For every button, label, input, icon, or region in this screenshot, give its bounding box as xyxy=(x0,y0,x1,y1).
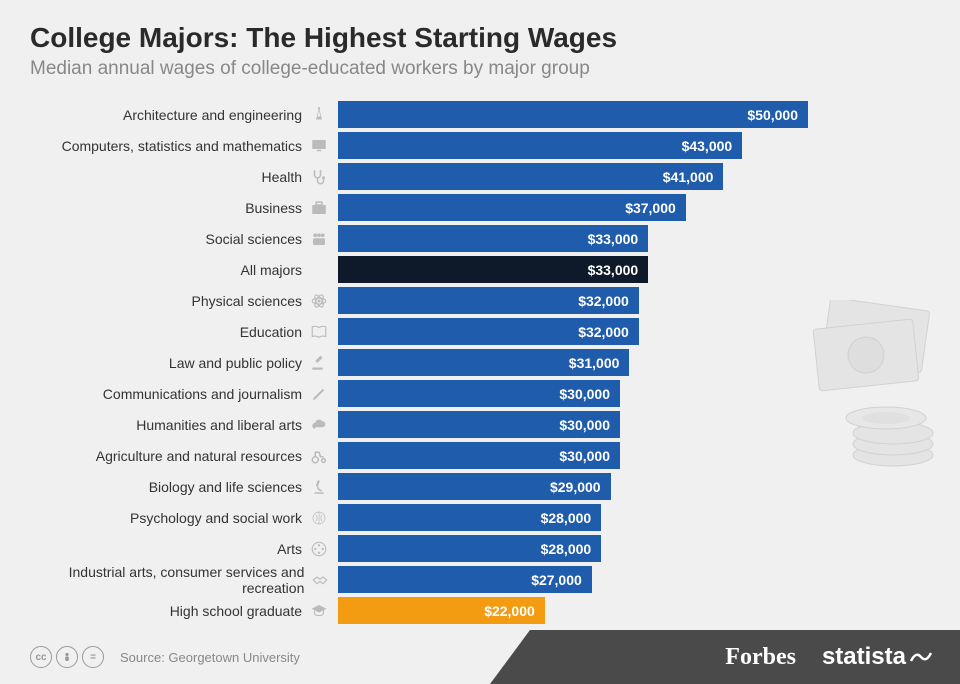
major-label: All majors xyxy=(241,262,302,278)
chart-row: Health $41,000 xyxy=(30,162,930,191)
monitor-icon xyxy=(306,133,332,159)
major-label: Architecture and engineering xyxy=(123,107,302,123)
bar: $50,000 xyxy=(338,101,808,128)
footer: cc = Source: Georgetown University Forbe… xyxy=(0,626,960,684)
cc-license-icons: cc = xyxy=(30,646,104,668)
bar-value: $30,000 xyxy=(559,417,610,433)
major-label: Communications and journalism xyxy=(103,386,302,402)
cloud-icon xyxy=(306,412,332,438)
major-label: Industrial arts, consumer services and r… xyxy=(30,564,304,596)
bar-value: $29,000 xyxy=(550,479,601,495)
bar-value: $28,000 xyxy=(541,541,592,557)
people-icon xyxy=(306,226,332,252)
major-label: Humanities and liberal arts xyxy=(136,417,302,433)
major-label: Agriculture and natural resources xyxy=(96,448,302,464)
statista-logo: statista xyxy=(822,643,932,671)
bar-value: $27,000 xyxy=(531,572,582,588)
brain-icon xyxy=(306,505,332,531)
chart-row: Physical sciences $32,000 xyxy=(30,286,930,315)
major-label: Computers, statistics and mathematics xyxy=(62,138,302,154)
cc-nd-icon: = xyxy=(82,646,104,668)
cc-icon: cc xyxy=(30,646,52,668)
palette-icon xyxy=(306,536,332,562)
chart-row: Business $37,000 xyxy=(30,193,930,222)
handshake-icon xyxy=(308,567,332,593)
forbes-logo: Forbes xyxy=(725,644,796,671)
major-label: Social sciences xyxy=(206,231,303,247)
bar: $22,000 xyxy=(338,597,545,624)
bar-value: $32,000 xyxy=(578,324,629,340)
chart-title: College Majors: The Highest Starting Wag… xyxy=(30,22,930,54)
blank-icon xyxy=(306,257,332,283)
bar-value: $28,000 xyxy=(541,510,592,526)
bar-value: $30,000 xyxy=(559,448,610,464)
bar: $43,000 xyxy=(338,132,742,159)
bar: $41,000 xyxy=(338,163,723,190)
money-decoration-icon xyxy=(798,300,948,475)
major-label: Education xyxy=(240,324,302,340)
major-label: Arts xyxy=(277,541,302,557)
source-label: Source: Georgetown University xyxy=(120,650,300,665)
chart-row: High school graduate $22,000 xyxy=(30,596,930,625)
bar: $27,000 xyxy=(338,566,592,593)
major-label: High school graduate xyxy=(170,603,302,619)
bar-value: $32,000 xyxy=(578,293,629,309)
chart-row: Education $32,000 xyxy=(30,317,930,346)
microscope-icon xyxy=(306,474,332,500)
bar: $32,000 xyxy=(338,287,639,314)
major-label: Physical sciences xyxy=(192,293,303,309)
bar: $30,000 xyxy=(338,380,620,407)
bar: $29,000 xyxy=(338,473,611,500)
footer-brands: Forbes statista xyxy=(530,630,960,684)
bar-value: $33,000 xyxy=(588,231,639,247)
compass-icon xyxy=(306,102,332,128)
bar-value: $50,000 xyxy=(747,107,798,123)
chart-row: Industrial arts, consumer services and r… xyxy=(30,565,930,594)
chart-row: Biology and life sciences $29,000 xyxy=(30,472,930,501)
briefcase-icon xyxy=(306,195,332,221)
major-label: Law and public policy xyxy=(169,355,302,371)
bar-value: $43,000 xyxy=(682,138,733,154)
bar-value: $22,000 xyxy=(484,603,535,619)
bar: $30,000 xyxy=(338,411,620,438)
tractor-icon xyxy=(306,443,332,469)
chart-row: All majors $33,000 xyxy=(30,255,930,284)
bar: $30,000 xyxy=(338,442,620,469)
bar-value: $31,000 xyxy=(569,355,620,371)
bar-value: $41,000 xyxy=(663,169,714,185)
chart-row: Communications and journalism $30,000 xyxy=(30,379,930,408)
bar: $28,000 xyxy=(338,535,601,562)
chart-row: Computers, statistics and mathematics $43… xyxy=(30,131,930,160)
bar: $33,000 xyxy=(338,225,648,252)
stethoscope-icon xyxy=(306,164,332,190)
chart-subtitle: Median annual wages of college-educated … xyxy=(30,58,930,80)
atom-icon xyxy=(306,288,332,314)
bar: $32,000 xyxy=(338,318,639,345)
major-label: Business xyxy=(245,200,302,216)
bar: $31,000 xyxy=(338,349,629,376)
gradcap-icon xyxy=(306,598,332,624)
chart-row: Architecture and engineering $50,000 xyxy=(30,100,930,129)
major-label: Psychology and social work xyxy=(130,510,302,526)
chart-row: Humanities and liberal arts $30,000 xyxy=(30,410,930,439)
gavel-icon xyxy=(306,350,332,376)
bar: $33,000 xyxy=(338,256,648,283)
chart-row: Psychology and social work $28,000 xyxy=(30,503,930,532)
chart-row: Social sciences $33,000 xyxy=(30,224,930,253)
bar-value: $30,000 xyxy=(559,386,610,402)
cc-by-icon xyxy=(56,646,78,668)
bar: $37,000 xyxy=(338,194,686,221)
book-icon xyxy=(306,319,332,345)
major-label: Biology and life sciences xyxy=(149,479,302,495)
bar: $28,000 xyxy=(338,504,601,531)
bar-chart: Architecture and engineering $50,000 Compu… xyxy=(30,100,930,625)
chart-row: Arts $28,000 xyxy=(30,534,930,563)
chart-row: Law and public policy $31,000 xyxy=(30,348,930,377)
bar-value: $33,000 xyxy=(588,262,639,278)
bar-value: $37,000 xyxy=(625,200,676,216)
major-label: Health xyxy=(262,169,302,185)
chart-row: Agriculture and natural resources $30,000 xyxy=(30,441,930,470)
pen-icon xyxy=(306,381,332,407)
